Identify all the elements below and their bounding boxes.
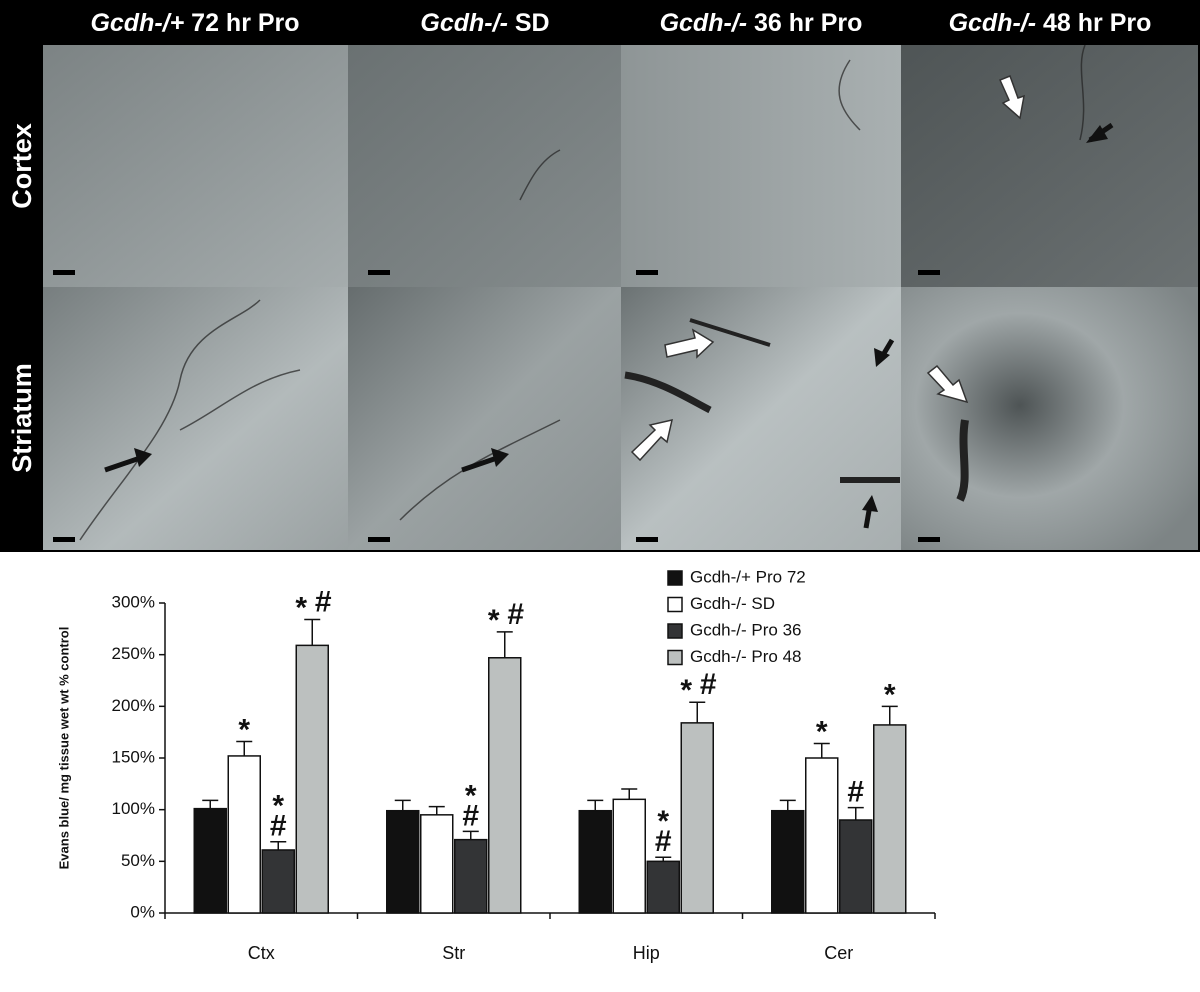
bar [612, 798, 646, 914]
x-tick-label: Cer [824, 943, 853, 963]
y-tick-label: 300% [112, 592, 155, 611]
bar [680, 722, 714, 914]
bar [771, 809, 805, 914]
y-tick-label: 50% [121, 851, 155, 870]
bar [386, 809, 420, 914]
column-header: Gcdh-/- 36 hr Pro [660, 9, 863, 37]
row-label: Cortex [7, 123, 37, 209]
gene-label: Gcdh-/+ [90, 9, 184, 37]
legend-label: Gcdh-/- SD [690, 594, 775, 613]
condition-label: 36 hr Pro [754, 9, 862, 37]
significance-label: * [488, 604, 500, 637]
significance-label: # [655, 825, 672, 858]
significance-label: * [657, 805, 669, 838]
condition-label: SD [515, 9, 550, 37]
legend-label: Gcdh-/- Pro 48 [690, 647, 802, 666]
column-header: Gcdh-/- SD [420, 9, 549, 37]
arrows [104, 75, 1114, 529]
column-headers: Gcdh-/+ 72 hr Pro Gcdh-/- SD Gcdh-/- 36 hr… [90, 9, 1151, 37]
significance-label: # [462, 799, 479, 832]
bar [488, 657, 522, 914]
significance-label: # [700, 668, 717, 701]
bar [578, 809, 612, 914]
bar [839, 819, 873, 914]
x-tick-label: Hip [633, 943, 660, 963]
bar [646, 860, 680, 914]
legend-swatch [667, 649, 683, 666]
significance-label: # [847, 776, 864, 809]
legend-label: Gcdh-/+ Pro 72 [690, 567, 806, 586]
legend-swatch [667, 570, 683, 586]
micrograph [43, 287, 348, 550]
vessel [956, 419, 969, 502]
micrograph [621, 287, 901, 550]
micrograph [348, 287, 621, 550]
x-tick-label: Str [442, 943, 465, 963]
y-tick-label: 250% [112, 644, 155, 663]
bar [261, 849, 295, 914]
micrographs [43, 44, 1198, 550]
gene-label: Gcdh-/- [949, 9, 1037, 37]
significance-label: * [680, 674, 692, 707]
significance-label: * [272, 790, 284, 823]
legend-swatch [667, 623, 683, 639]
significance-label: # [315, 585, 332, 618]
vessel [689, 318, 771, 347]
micrograph [901, 287, 1198, 550]
column-header: Gcdh-/- 48 hr Pro [949, 9, 1152, 37]
significance-label: # [270, 810, 287, 843]
scale-bars [53, 270, 940, 542]
significance-label: * [884, 678, 896, 711]
bar [805, 757, 839, 914]
gene-label: Gcdh-/- [420, 9, 508, 37]
bar [454, 838, 488, 914]
row-label: Striatum [7, 363, 37, 473]
y-tick-label: 200% [112, 696, 155, 715]
significance-label: # [507, 598, 524, 631]
y-tick-label: 100% [112, 799, 155, 818]
y-tick-label: 0% [130, 902, 155, 921]
significance-label: * [465, 779, 477, 812]
bar [227, 755, 261, 914]
row-labels: Cortex Striatum [7, 123, 37, 473]
vessel [624, 371, 712, 414]
significance-label: * [295, 591, 307, 624]
micrograph [621, 45, 901, 287]
bar [873, 724, 907, 914]
significance-label: * [816, 715, 828, 748]
micrograph [348, 45, 621, 287]
bar [193, 807, 227, 914]
significance-label: * [238, 713, 250, 746]
bar [295, 644, 329, 914]
legend-label: Gcdh-/- Pro 36 [690, 620, 802, 639]
condition-label: 72 hr Pro [191, 9, 299, 37]
y-axis-label: Evans blue/ mg tissue wet wt % control [56, 627, 71, 870]
micrograph [901, 45, 1198, 287]
x-tick-label: Ctx [248, 943, 275, 963]
micrograph [43, 45, 348, 287]
bar [420, 814, 454, 914]
gene-label: Gcdh-/- [660, 9, 748, 37]
condition-label: 48 hr Pro [1043, 9, 1151, 37]
y-tick-label: 150% [112, 747, 155, 766]
column-header: Gcdh-/+ 72 hr Pro [90, 9, 299, 37]
legend-swatch [667, 596, 683, 613]
